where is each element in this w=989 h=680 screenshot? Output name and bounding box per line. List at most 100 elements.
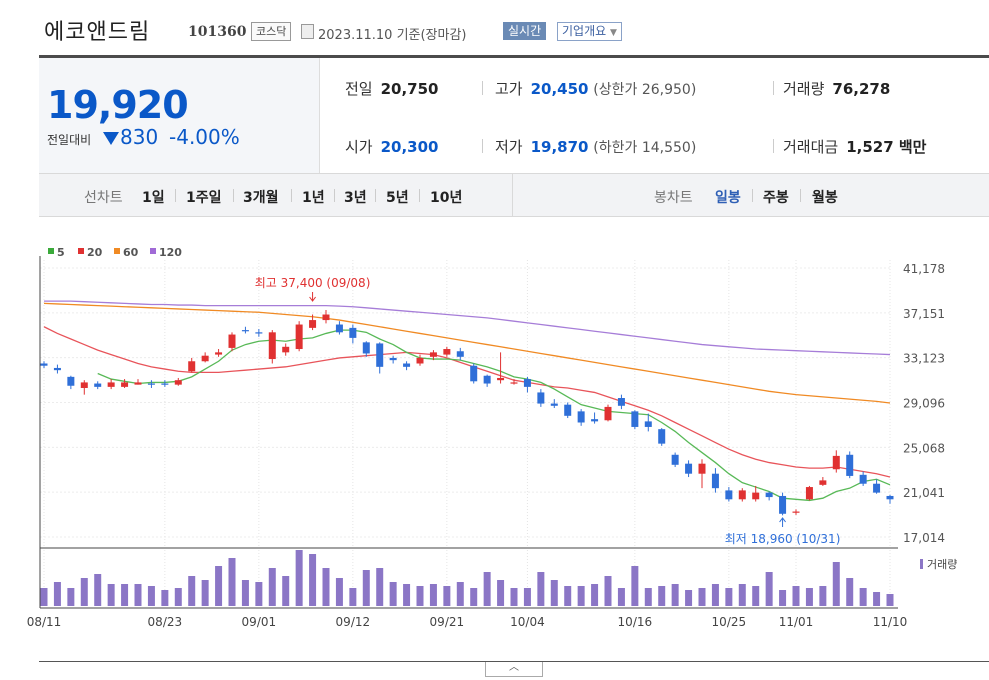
- legend-swatch: [48, 248, 54, 254]
- volume-bar: [94, 574, 102, 606]
- candle-body: [470, 365, 478, 382]
- stat-prev-value: 20,750: [380, 80, 439, 98]
- volume-bar: [295, 550, 303, 606]
- candle-body: [309, 320, 317, 328]
- base-date: 2023.11.10 기준(장마감): [318, 28, 467, 43]
- volume-bar: [470, 588, 478, 606]
- y-tick-label: 21,041: [903, 486, 945, 500]
- volume-bar: [161, 590, 169, 606]
- legend-label: 60: [123, 246, 139, 259]
- x-tick-label: 08/11: [27, 615, 62, 629]
- stat-open-value: 20,300: [380, 138, 439, 156]
- volume-bar: [658, 586, 666, 606]
- volume-bar: [698, 588, 706, 606]
- candle-body: [335, 324, 343, 333]
- tab-1w[interactable]: 1주일: [186, 190, 222, 206]
- stat-sep: [482, 81, 483, 95]
- stat-prev: 전일 20,750: [345, 78, 439, 99]
- candle-body: [859, 474, 867, 484]
- stock-header: 에코앤드림 101360 코스닥 2023.11.10 기준(장마감) 실시간 …: [0, 0, 989, 55]
- volume-bar: [282, 576, 290, 606]
- candle-body: [765, 492, 773, 498]
- low-annotation: 최저 18,960 (10/31): [725, 532, 841, 546]
- volume-bar: [711, 584, 719, 606]
- volume-bar: [577, 586, 585, 606]
- header-divider: [39, 55, 989, 58]
- x-tick-label: 10/04: [510, 615, 545, 629]
- volume-bar: [147, 586, 155, 606]
- candle-body: [268, 332, 276, 360]
- y-tick-label: 33,123: [903, 352, 945, 366]
- candle-body: [53, 367, 61, 371]
- volume-bar: [322, 568, 330, 606]
- tab-10y[interactable]: 10년: [430, 190, 463, 206]
- volume-bar: [67, 588, 75, 606]
- company-info-dropdown[interactable]: 기업개요 ▼: [557, 22, 622, 41]
- volume-bar: [121, 584, 129, 606]
- tab-sep: [800, 189, 801, 202]
- line-chart-label: 선차트: [84, 190, 123, 206]
- candle-body: [523, 379, 531, 387]
- ma120-line: [44, 300, 891, 356]
- tab-weekly[interactable]: 주봉: [763, 190, 789, 206]
- volume-bar: [591, 584, 599, 606]
- tab-1y[interactable]: 1년: [302, 190, 325, 206]
- candle-body: [779, 495, 787, 514]
- stat-open: 시가 20,300: [345, 136, 439, 157]
- candle-body: [121, 382, 129, 387]
- volume-bar: [107, 584, 115, 606]
- volume-bar: [188, 576, 196, 606]
- y-tick-label: 25,068: [903, 441, 945, 455]
- candle-body: [591, 419, 599, 422]
- x-tick-label: 10/16: [618, 615, 653, 629]
- tab-3m[interactable]: 3개월: [243, 190, 279, 206]
- legend-swatch: [78, 248, 84, 254]
- candle-body: [456, 351, 464, 357]
- candle-body: [711, 473, 719, 489]
- tab-sep: [175, 189, 176, 202]
- tab-3y[interactable]: 3년: [344, 190, 367, 206]
- tabs-divider: [512, 174, 513, 216]
- candle-body: [416, 357, 424, 364]
- volume-bar: [604, 576, 612, 606]
- tab-5y[interactable]: 5년: [386, 190, 409, 206]
- candle-body: [94, 383, 102, 387]
- y-tick-label: 37,151: [903, 307, 945, 321]
- tab-1d[interactable]: 1일: [142, 190, 165, 206]
- candle-body: [161, 383, 169, 385]
- legend-swatch: [114, 248, 120, 254]
- change-amount: 830: [120, 125, 159, 149]
- tab-sep: [419, 189, 420, 202]
- y-tick-label: 29,096: [903, 397, 945, 411]
- tab-daily[interactable]: 일봉: [715, 190, 741, 206]
- stat-high: 고가 20,450 (상한가 26,950): [495, 78, 696, 99]
- volume-bar: [792, 586, 800, 606]
- volume-bar: [362, 570, 370, 606]
- volume-bar: [456, 582, 464, 606]
- realtime-button[interactable]: 실시간: [503, 22, 547, 40]
- candle-body: [658, 429, 666, 444]
- candle-body: [376, 343, 384, 367]
- stat-sep: [482, 139, 483, 153]
- collapse-button[interactable]: ︿: [485, 662, 543, 677]
- volume-bar: [228, 558, 236, 606]
- candle-body: [228, 334, 236, 348]
- volume-legend-swatch: [920, 559, 923, 569]
- stat-sep: [773, 81, 774, 95]
- stat-low: 저가 19,870 (하한가 14,550): [495, 136, 696, 157]
- volume-bar: [819, 586, 827, 606]
- volume-bar: [644, 588, 652, 606]
- volume-bar: [268, 568, 276, 606]
- candle-body: [510, 382, 518, 384]
- stat-high-label: 고가: [495, 80, 523, 98]
- volume-bar: [859, 588, 867, 606]
- stat-upper-limit: (상한가 26,950): [593, 82, 697, 98]
- volume-bar: [80, 578, 88, 606]
- stat-sep: [773, 139, 774, 153]
- tab-monthly[interactable]: 월봉: [812, 190, 838, 206]
- stock-code: 101360: [188, 24, 247, 40]
- candle-body: [188, 361, 196, 372]
- volume-bar: [389, 582, 397, 606]
- candle-body: [389, 357, 397, 361]
